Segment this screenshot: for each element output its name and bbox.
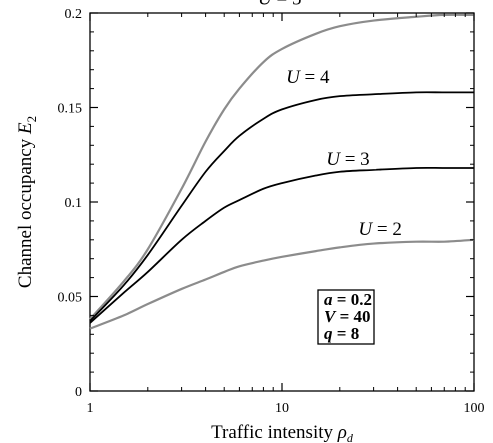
labels-layer: U = 5U = 4U = 3U = 2 xyxy=(256,0,409,240)
param-q-text: q = 8 xyxy=(324,324,359,343)
param-a-symbol: a xyxy=(324,290,333,309)
param-a-value: 0.2 xyxy=(351,290,372,309)
y-axis-title: Channel occupancy E2 xyxy=(15,116,39,288)
param-v-equals: = xyxy=(335,307,353,326)
y-tick-label: 0.2 xyxy=(65,7,83,22)
curve-label-var: U xyxy=(286,67,301,88)
ticks-layer: 1 10 100 0 0.05 0.1 0.15 0.2 xyxy=(58,7,485,416)
y-axis-title-text: Channel occupancy xyxy=(15,138,36,288)
curve-label-var: U xyxy=(258,0,273,9)
x-axis-title: Traffic intensity ρd xyxy=(211,422,354,443)
param-q-value: 8 xyxy=(351,324,360,343)
param-v-symbol: V xyxy=(324,307,337,326)
x-tick-label: 1 xyxy=(87,401,94,416)
y-tick-label: 0 xyxy=(75,385,82,400)
curve-label-value: = 4 xyxy=(300,67,330,88)
curve-label-var: U xyxy=(358,219,373,240)
curve-label-backing xyxy=(324,150,377,170)
y-axis-title-symbol: E xyxy=(15,122,36,135)
param-a-equals: = xyxy=(333,290,351,309)
series-layer xyxy=(89,13,475,330)
x-tick-label: 10 xyxy=(275,401,289,416)
y-tick-label: 0.05 xyxy=(58,291,83,306)
curve-label-backing xyxy=(256,0,309,9)
param-a-text: a = 0.2 xyxy=(324,290,372,309)
series-line-u2 xyxy=(89,238,475,330)
x-tick-label: 100 xyxy=(464,401,485,416)
curve-label-u2: U = 2 xyxy=(358,219,401,240)
x-axis-title-text: Traffic intensity xyxy=(211,422,333,443)
parameter-box-frame xyxy=(317,289,375,345)
curve-label-u5: U = 5 xyxy=(258,0,301,9)
series-line-u4 xyxy=(89,91,474,322)
plot-frame xyxy=(89,12,475,392)
y-tick-label: 0.15 xyxy=(58,102,83,117)
curve-label-var: U xyxy=(326,149,341,170)
param-v-text: V = 40 xyxy=(324,307,371,326)
x-axis-title-symbol: ρ xyxy=(337,422,347,443)
x-axis-title-subscript: d xyxy=(347,431,354,443)
param-q-equals: = xyxy=(333,324,351,343)
curve-label-u4: U = 4 xyxy=(286,67,330,88)
curve-label-value: = 2 xyxy=(372,219,402,240)
curve-label-backing xyxy=(284,67,337,87)
series-line-u3 xyxy=(89,166,474,324)
curve-label-value: = 5 xyxy=(272,0,302,9)
param-q-symbol: q xyxy=(324,324,333,343)
curve-label-u3: U = 3 xyxy=(326,149,369,170)
parameter-legend-box: a = 0.2 V = 40 q = 8 xyxy=(317,289,375,345)
param-v-value: 40 xyxy=(354,307,371,326)
series-line-u5 xyxy=(89,13,475,320)
curve-label-backing xyxy=(356,220,409,240)
y-axis-title-subscript: 2 xyxy=(24,116,39,123)
y-tick-label: 0.1 xyxy=(65,196,83,211)
curve-label-value: = 3 xyxy=(340,149,370,170)
